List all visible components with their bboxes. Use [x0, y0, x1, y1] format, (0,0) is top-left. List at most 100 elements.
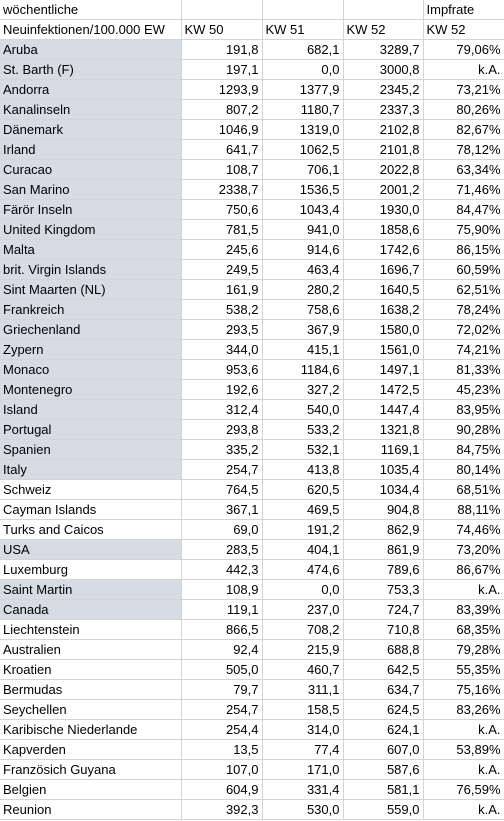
- kw51-cell[interactable]: 327,2: [262, 379, 344, 400]
- kw52-cell[interactable]: 3289,7: [343, 39, 424, 60]
- kw52-cell[interactable]: 2001,2: [343, 179, 424, 200]
- kw52-cell[interactable]: 642,5: [343, 659, 424, 680]
- country-cell[interactable]: Liechtenstein: [0, 619, 182, 640]
- vaccination-rate-cell[interactable]: 73,20%: [423, 539, 504, 560]
- kw51-cell[interactable]: 1377,9: [262, 79, 344, 100]
- kw52-cell[interactable]: 1640,5: [343, 279, 424, 300]
- kw51-cell[interactable]: 532,1: [262, 439, 344, 460]
- kw52-cell[interactable]: 1035,4: [343, 459, 424, 480]
- kw52-cell[interactable]: 2022,8: [343, 159, 424, 180]
- kw52-cell[interactable]: 1321,8: [343, 419, 424, 440]
- kw52-cell[interactable]: 1169,1: [343, 439, 424, 460]
- kw51-cell[interactable]: 158,5: [262, 699, 344, 720]
- vaccination-rate-cell[interactable]: 55,35%: [423, 659, 504, 680]
- country-cell[interactable]: Reunion: [0, 799, 182, 820]
- kw51-cell[interactable]: 460,7: [262, 659, 344, 680]
- kw50-cell[interactable]: 108,9: [181, 579, 263, 600]
- kw50-cell[interactable]: 245,6: [181, 239, 263, 260]
- header-cell[interactable]: KW 52: [343, 19, 424, 40]
- vaccination-rate-cell[interactable]: 75,16%: [423, 679, 504, 700]
- vaccination-rate-cell[interactable]: 83,39%: [423, 599, 504, 620]
- kw51-cell[interactable]: 1536,5: [262, 179, 344, 200]
- kw51-cell[interactable]: 171,0: [262, 759, 344, 780]
- vaccination-rate-cell[interactable]: 76,59%: [423, 779, 504, 800]
- kw50-cell[interactable]: 392,3: [181, 799, 263, 820]
- vaccination-rate-cell[interactable]: 79,28%: [423, 639, 504, 660]
- country-cell[interactable]: Monaco: [0, 359, 182, 380]
- kw52-cell[interactable]: 1930,0: [343, 199, 424, 220]
- kw52-cell[interactable]: 624,5: [343, 699, 424, 720]
- kw50-cell[interactable]: 1293,9: [181, 79, 263, 100]
- country-cell[interactable]: Schweiz: [0, 479, 182, 500]
- country-cell[interactable]: Saint Martin: [0, 579, 182, 600]
- vaccination-rate-cell[interactable]: 84,47%: [423, 199, 504, 220]
- vaccination-rate-cell[interactable]: 80,26%: [423, 99, 504, 120]
- vaccination-rate-cell[interactable]: 79,06%: [423, 39, 504, 60]
- vaccination-rate-cell[interactable]: k.A.: [423, 759, 504, 780]
- kw52-cell[interactable]: 904,8: [343, 499, 424, 520]
- kw52-cell[interactable]: 1497,1: [343, 359, 424, 380]
- kw50-cell[interactable]: 283,5: [181, 539, 263, 560]
- kw50-cell[interactable]: 293,5: [181, 319, 263, 340]
- vaccination-rate-cell[interactable]: k.A.: [423, 719, 504, 740]
- kw51-cell[interactable]: 540,0: [262, 399, 344, 420]
- kw50-cell[interactable]: 107,0: [181, 759, 263, 780]
- country-cell[interactable]: Kanalinseln: [0, 99, 182, 120]
- country-cell[interactable]: Belgien: [0, 779, 182, 800]
- country-cell[interactable]: Canada: [0, 599, 182, 620]
- kw52-cell[interactable]: 2345,2: [343, 79, 424, 100]
- kw50-cell[interactable]: 750,6: [181, 199, 263, 220]
- kw52-cell[interactable]: 607,0: [343, 739, 424, 760]
- header-cell[interactable]: [343, 0, 424, 20]
- kw52-cell[interactable]: 587,6: [343, 759, 424, 780]
- kw51-cell[interactable]: 469,5: [262, 499, 344, 520]
- country-cell[interactable]: Zypern: [0, 339, 182, 360]
- kw51-cell[interactable]: 0,0: [262, 579, 344, 600]
- kw50-cell[interactable]: 197,1: [181, 59, 263, 80]
- kw51-cell[interactable]: 415,1: [262, 339, 344, 360]
- vaccination-rate-cell[interactable]: 68,51%: [423, 479, 504, 500]
- country-cell[interactable]: Seychellen: [0, 699, 182, 720]
- vaccination-rate-cell[interactable]: 82,67%: [423, 119, 504, 140]
- country-cell[interactable]: Französich Guyana: [0, 759, 182, 780]
- kw50-cell[interactable]: 293,8: [181, 419, 263, 440]
- kw50-cell[interactable]: 79,7: [181, 679, 263, 700]
- kw52-cell[interactable]: 1638,2: [343, 299, 424, 320]
- kw51-cell[interactable]: 367,9: [262, 319, 344, 340]
- kw52-cell[interactable]: 624,1: [343, 719, 424, 740]
- kw50-cell[interactable]: 442,3: [181, 559, 263, 580]
- kw51-cell[interactable]: 758,6: [262, 299, 344, 320]
- vaccination-rate-cell[interactable]: 63,34%: [423, 159, 504, 180]
- kw50-cell[interactable]: 108,7: [181, 159, 263, 180]
- country-cell[interactable]: Aruba: [0, 39, 182, 60]
- country-cell[interactable]: Dänemark: [0, 119, 182, 140]
- country-cell[interactable]: Italy: [0, 459, 182, 480]
- kw50-cell[interactable]: 249,5: [181, 259, 263, 280]
- vaccination-rate-cell[interactable]: 75,90%: [423, 219, 504, 240]
- kw50-cell[interactable]: 254,4: [181, 719, 263, 740]
- vaccination-rate-cell[interactable]: 45,23%: [423, 379, 504, 400]
- header-cell[interactable]: Neuinfektionen/100.000 EW: [0, 19, 182, 40]
- vaccination-rate-cell[interactable]: 83,26%: [423, 699, 504, 720]
- kw52-cell[interactable]: 1447,4: [343, 399, 424, 420]
- kw52-cell[interactable]: 688,8: [343, 639, 424, 660]
- country-cell[interactable]: Malta: [0, 239, 182, 260]
- kw51-cell[interactable]: 311,1: [262, 679, 344, 700]
- kw50-cell[interactable]: 1046,9: [181, 119, 263, 140]
- header-cell[interactable]: wöchentliche: [0, 0, 182, 20]
- kw50-cell[interactable]: 192,6: [181, 379, 263, 400]
- country-cell[interactable]: Turks and Caicos: [0, 519, 182, 540]
- country-cell[interactable]: Irland: [0, 139, 182, 160]
- kw51-cell[interactable]: 474,6: [262, 559, 344, 580]
- vaccination-rate-cell[interactable]: 81,33%: [423, 359, 504, 380]
- kw52-cell[interactable]: 753,3: [343, 579, 424, 600]
- kw51-cell[interactable]: 620,5: [262, 479, 344, 500]
- country-cell[interactable]: Australien: [0, 639, 182, 660]
- country-cell[interactable]: Cayman Islands: [0, 499, 182, 520]
- kw51-cell[interactable]: 1184,6: [262, 359, 344, 380]
- kw52-cell[interactable]: 1696,7: [343, 259, 424, 280]
- kw52-cell[interactable]: 1561,0: [343, 339, 424, 360]
- kw50-cell[interactable]: 807,2: [181, 99, 263, 120]
- country-cell[interactable]: Luxemburg: [0, 559, 182, 580]
- vaccination-rate-cell[interactable]: 62,51%: [423, 279, 504, 300]
